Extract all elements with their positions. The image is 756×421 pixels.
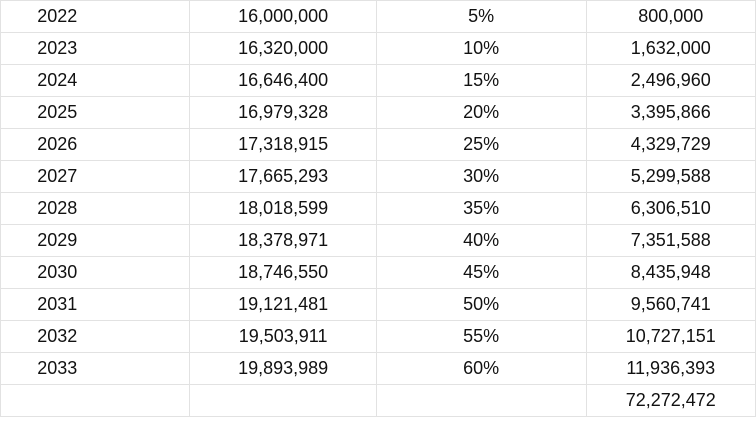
table-row: 2030 18,746,550 45% 8,435,948 [0,256,756,289]
year-cell[interactable]: 2032 [0,320,191,353]
result-cell[interactable]: 4,329,729 [585,128,756,161]
year-cell[interactable]: 2033 [0,352,191,385]
value-cell[interactable]: 19,503,911 [189,320,377,353]
year-cell[interactable]: 2026 [0,128,191,161]
table-row: 2023 16,320,000 10% 1,632,000 [0,32,756,65]
year-cell[interactable]: 2023 [0,32,191,65]
value-cell[interactable] [189,384,377,417]
rate-cell[interactable]: 30% [375,160,587,193]
result-cell[interactable]: 1,632,000 [585,32,756,65]
rate-cell[interactable]: 5% [375,0,587,33]
rate-cell[interactable]: 50% [375,288,587,321]
value-cell[interactable]: 16,000,000 [189,0,377,33]
total-row: 72,272,472 [0,384,756,417]
result-cell[interactable]: 8,435,948 [585,256,756,289]
year-cell[interactable]: 2031 [0,288,191,321]
year-cell[interactable]: 2030 [0,256,191,289]
table-row: 2024 16,646,400 15% 2,496,960 [0,64,756,97]
table-row: 2032 19,503,911 55% 10,727,151 [0,320,756,353]
table-row: 2031 19,121,481 50% 9,560,741 [0,288,756,321]
value-cell[interactable]: 19,893,989 [189,352,377,385]
value-cell[interactable]: 19,121,481 [189,288,377,321]
table-row: 2033 19,893,989 60% 11,936,393 [0,352,756,385]
result-cell[interactable]: 6,306,510 [585,192,756,225]
table-row: 2025 16,979,328 20% 3,395,866 [0,96,756,129]
value-cell[interactable]: 18,018,599 [189,192,377,225]
value-cell[interactable]: 16,320,000 [189,32,377,65]
rate-cell[interactable]: 15% [375,64,587,97]
result-cell[interactable]: 7,351,588 [585,224,756,257]
rate-cell[interactable] [375,384,587,417]
year-cell[interactable]: 2028 [0,192,191,225]
result-cell[interactable]: 3,395,866 [585,96,756,129]
rate-cell[interactable]: 25% [375,128,587,161]
value-cell[interactable]: 17,318,915 [189,128,377,161]
value-cell[interactable]: 18,378,971 [189,224,377,257]
table-row: 2028 18,018,599 35% 6,306,510 [0,192,756,225]
result-cell[interactable]: 72,272,472 [585,384,756,417]
result-cell[interactable]: 11,936,393 [585,352,756,385]
year-cell[interactable]: 2027 [0,160,191,193]
year-cell[interactable]: 2029 [0,224,191,257]
table-row: 2022 16,000,000 5% 800,000 [0,0,756,33]
rate-cell[interactable]: 20% [375,96,587,129]
value-cell[interactable]: 17,665,293 [189,160,377,193]
value-cell[interactable]: 16,646,400 [189,64,377,97]
result-cell[interactable]: 10,727,151 [585,320,756,353]
table-row: 2029 18,378,971 40% 7,351,588 [0,224,756,257]
value-cell[interactable]: 16,979,328 [189,96,377,129]
table-row: 2027 17,665,293 30% 5,299,588 [0,160,756,193]
table-row: 2026 17,318,915 25% 4,329,729 [0,128,756,161]
rate-cell[interactable]: 45% [375,256,587,289]
rate-cell[interactable]: 60% [375,352,587,385]
year-cell[interactable]: 2024 [0,64,191,97]
rate-cell[interactable]: 35% [375,192,587,225]
year-cell[interactable]: 2025 [0,96,191,129]
rate-cell[interactable]: 40% [375,224,587,257]
rate-cell[interactable]: 55% [375,320,587,353]
year-cell[interactable]: 2022 [0,0,191,33]
result-cell[interactable]: 800,000 [585,0,756,33]
result-cell[interactable]: 9,560,741 [585,288,756,321]
result-cell[interactable]: 2,496,960 [585,64,756,97]
year-cell[interactable] [0,384,191,417]
value-cell[interactable]: 18,746,550 [189,256,377,289]
result-cell[interactable]: 5,299,588 [585,160,756,193]
rate-cell[interactable]: 10% [375,32,587,65]
